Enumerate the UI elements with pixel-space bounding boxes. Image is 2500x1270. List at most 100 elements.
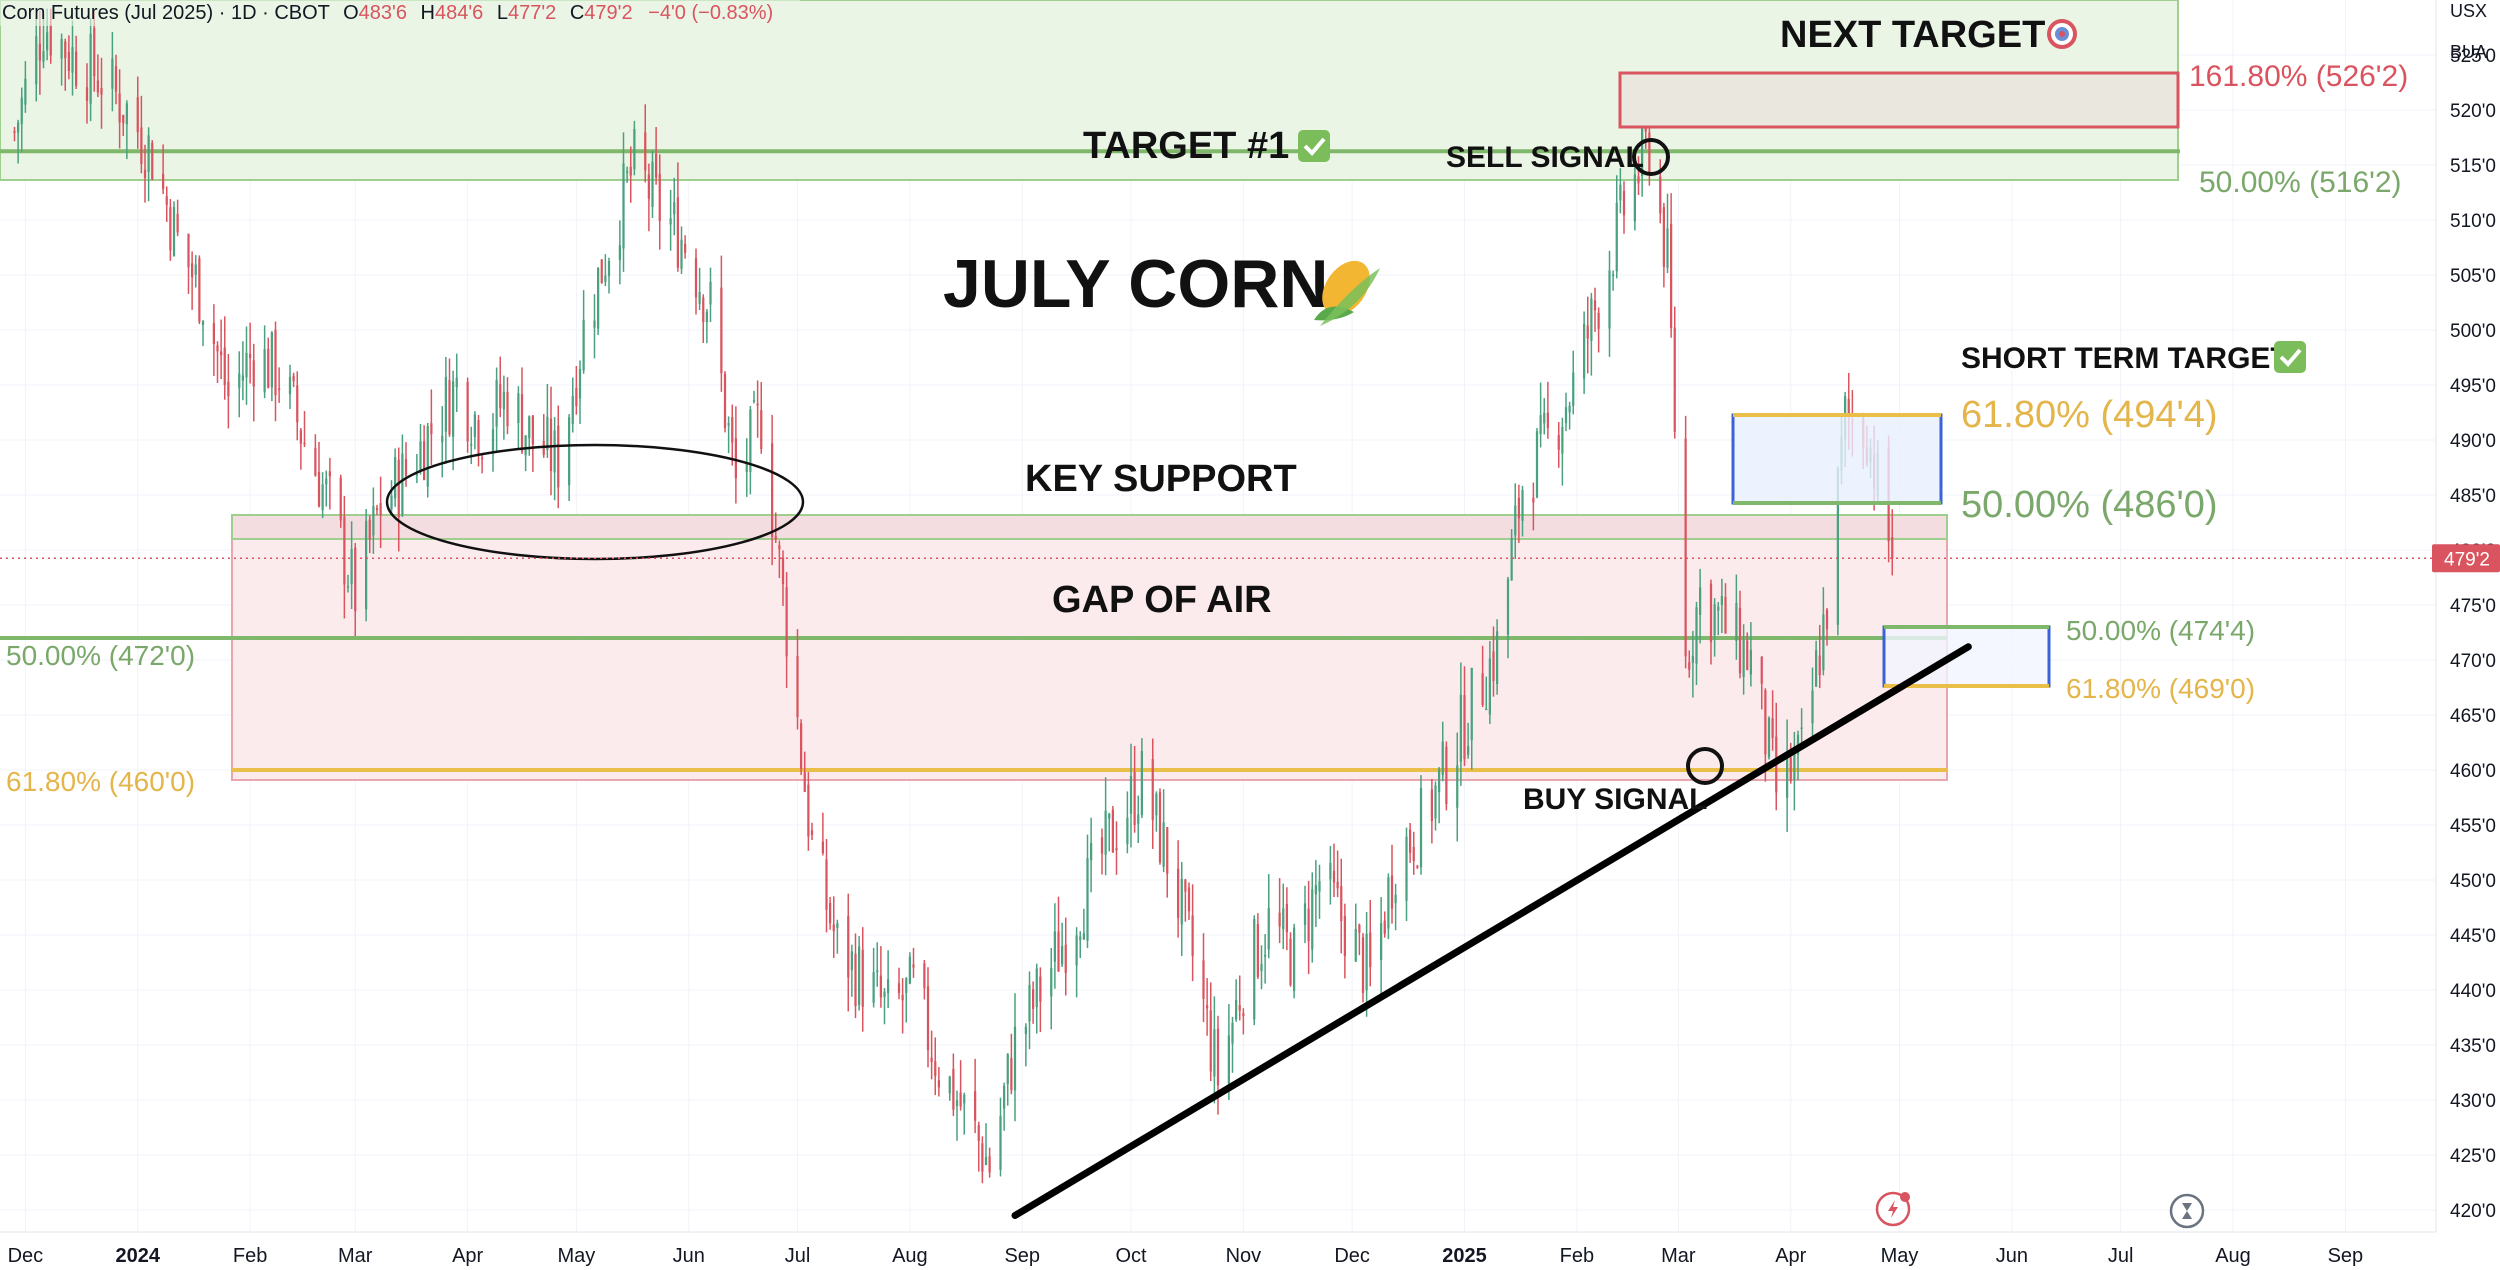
symbol-header[interactable]: Corn Futures (Jul 2025) · 1D · CBOT O483… (0, 0, 800, 26)
candle-body (1394, 894, 1397, 904)
low-label: L (497, 2, 508, 24)
price-tick-label: 520'0 (2450, 101, 2496, 122)
candle-body (441, 435, 444, 443)
lightning-icon[interactable] (1875, 1191, 1911, 1227)
candle-body (1202, 960, 1205, 999)
candle-body (981, 1143, 984, 1172)
candle-body (49, 24, 52, 56)
price-tick-label: 510'0 (2450, 211, 2496, 232)
time-tick-label: Apr (1775, 1245, 1806, 1267)
candle-body (1688, 662, 1691, 670)
candle-body (1691, 655, 1694, 663)
candle-body (143, 169, 147, 179)
candle-body (46, 32, 49, 51)
candle-body (122, 114, 125, 124)
target1-label: TARGET #1 (1083, 125, 1289, 167)
candle-body (1006, 1054, 1009, 1085)
candle-body (1684, 438, 1687, 657)
candle-body (162, 174, 165, 189)
candle-body (1749, 649, 1752, 675)
candle-body (934, 1061, 937, 1076)
candle-body (93, 28, 96, 77)
candle-body (42, 51, 45, 62)
candle-body (999, 1115, 1002, 1170)
candle-body (1583, 323, 1586, 379)
fibonacci-levels (0, 149, 2180, 772)
candle-body (647, 174, 650, 199)
candle-body (597, 267, 600, 329)
time-tick-label: Aug (892, 1245, 928, 1267)
time-tick-label: Mar (1661, 1245, 1696, 1267)
hourglass-icon[interactable] (2169, 1193, 2205, 1229)
candle-body (905, 978, 908, 994)
candle-body (607, 260, 611, 277)
candle-body (1380, 923, 1383, 960)
uptrend-line (1011, 643, 1972, 1219)
candle-body (1293, 927, 1296, 992)
open-value: 483'6 (359, 2, 407, 24)
candle-body (325, 478, 328, 485)
candle-body (1488, 658, 1491, 715)
candle-body (1191, 915, 1194, 957)
candle-body (147, 135, 150, 172)
corn-icon (1314, 260, 1380, 326)
candle-body (1151, 759, 1154, 821)
svg-text:Corn Futures (Jul 2025) · 1D ·: Corn Futures (Jul 2025) · 1D · CBOT O483… (2, 2, 773, 24)
candle-body (1365, 933, 1368, 991)
sell-signal-label: SELL SIGNAL (1446, 141, 1644, 174)
candle-body (288, 376, 292, 395)
candle-body (1329, 862, 1332, 880)
candle-body (1724, 596, 1727, 634)
candle-body (600, 259, 603, 283)
price-axis[interactable]: USX BUA 525'0 520'0 515'0 510'0 505'0 500'0 49… (2432, 0, 2500, 1270)
candle-body (1061, 945, 1064, 965)
candle-body (1713, 604, 1716, 636)
candle-body (1318, 881, 1321, 892)
gap-of-air-zone (231, 514, 1948, 781)
candle-body (883, 991, 886, 997)
candle-body (328, 471, 331, 477)
candle-body (1361, 937, 1365, 993)
candle-body (897, 983, 901, 994)
last-price-text: 479'2 (2444, 549, 2490, 570)
candle-body (1485, 708, 1488, 711)
candle-body (365, 520, 368, 610)
candle-body (502, 391, 505, 410)
candle-body (278, 388, 281, 390)
candle-body (249, 353, 252, 359)
candle-body (709, 281, 712, 305)
candle-body (191, 263, 194, 278)
candle-body (578, 368, 582, 399)
candle-body (404, 459, 408, 476)
candle-body (553, 430, 556, 473)
candle-body (1100, 837, 1104, 854)
candle-body (1514, 505, 1517, 536)
candle-body (1557, 435, 1560, 450)
candle-body (948, 1076, 951, 1094)
candle-body (1412, 846, 1415, 862)
candle-body (1825, 609, 1829, 630)
candle-body (1075, 935, 1078, 966)
candle-body (952, 1069, 955, 1110)
time-tick-label: May (1881, 1245, 1919, 1267)
candle-body (1177, 868, 1180, 918)
sell-signal-circle (1632, 138, 1670, 176)
candle-body (1564, 407, 1568, 424)
candle-body (430, 423, 433, 435)
candle-body (394, 457, 397, 499)
candle-body (1369, 932, 1372, 968)
candle-body (749, 409, 752, 472)
price-tick-label: 435'0 (2450, 1036, 2496, 1057)
candle-body (807, 784, 810, 837)
candle-body (1535, 431, 1539, 498)
candle-body (220, 351, 223, 356)
candle-body (1608, 270, 1611, 329)
candle-body (1670, 223, 1673, 329)
candle-body (1256, 924, 1259, 977)
candle-body (506, 391, 509, 427)
candle-body (100, 88, 103, 95)
time-axis[interactable]: Dec 2024 Feb Mar Apr May Jun Jul Aug Sep Oct Nov Dec… (0, 1231, 2500, 1270)
candle-body (1278, 912, 1281, 927)
